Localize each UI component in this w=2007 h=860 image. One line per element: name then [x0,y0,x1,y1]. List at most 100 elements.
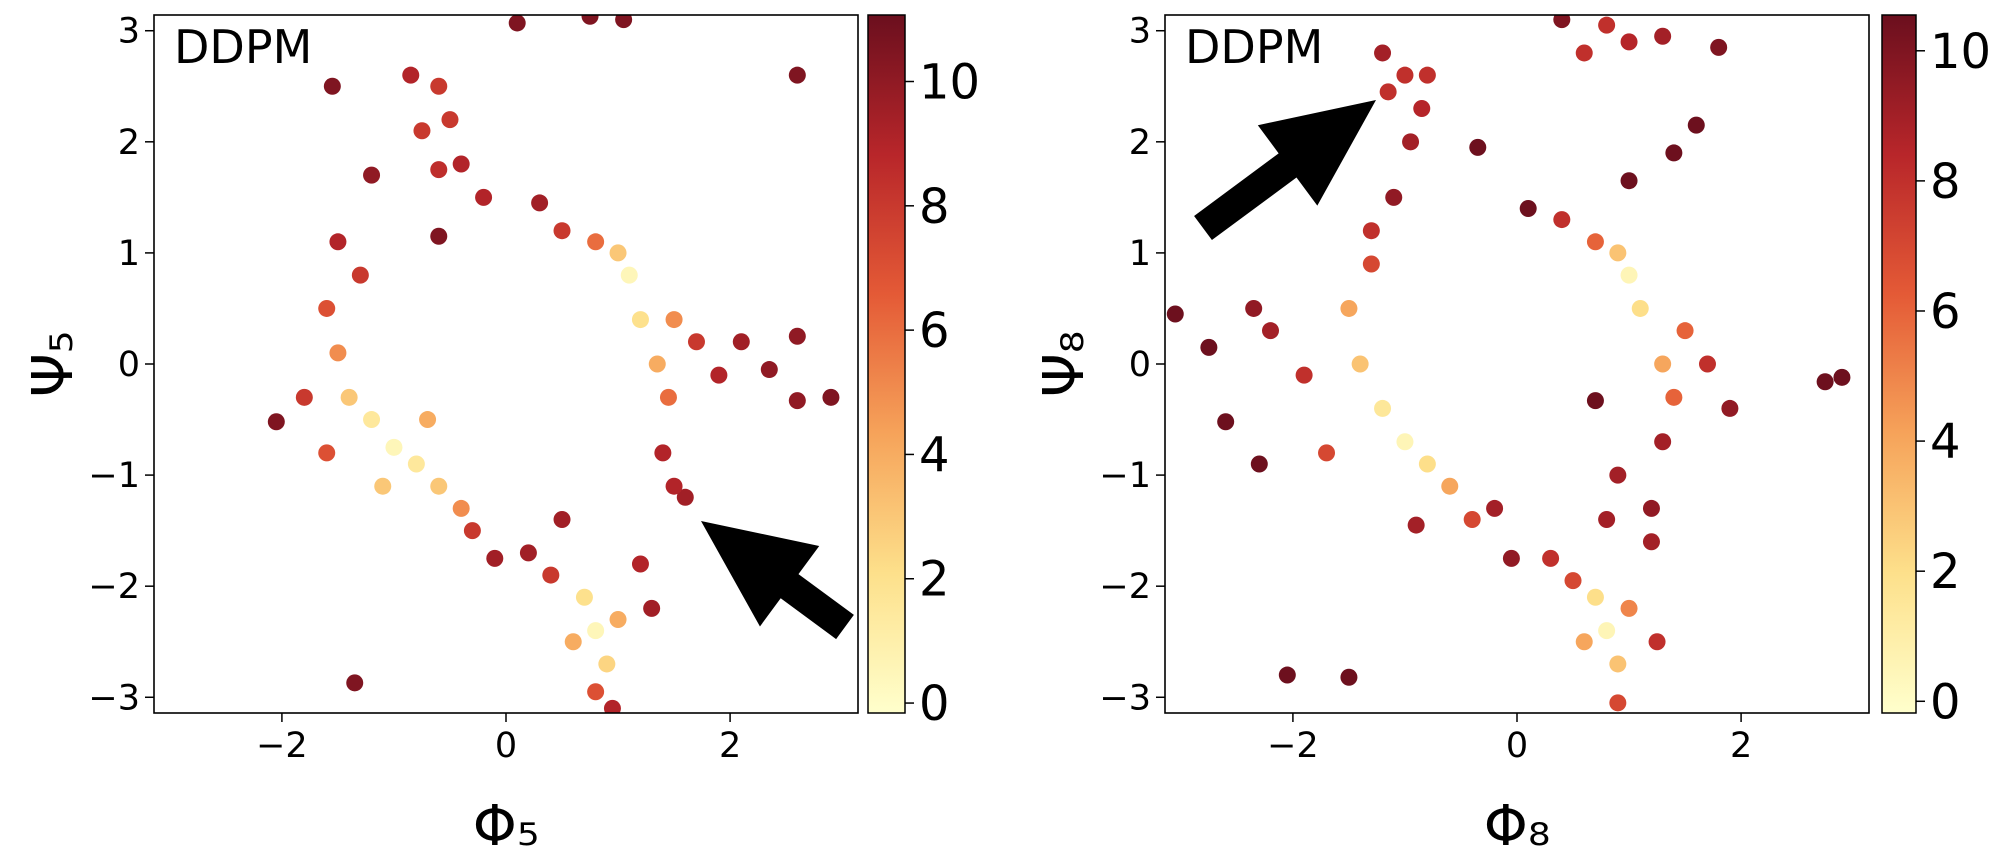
point [1665,388,1683,406]
point [1710,38,1728,56]
point [1833,368,1851,386]
point [1374,44,1392,62]
point [441,111,459,129]
y-tick-label: −2 [88,567,140,607]
x-tick-label: 2 [1730,726,1752,766]
point [1598,16,1616,34]
y-tick-label: −1 [1099,456,1151,496]
axes-frame [1164,14,1870,714]
point [340,388,358,406]
point [1654,27,1672,45]
point [407,455,425,473]
colorbar-tick-label: 8 [919,179,950,235]
point [531,194,549,212]
x-tick-label: −2 [1267,726,1319,766]
point [1648,633,1666,651]
point [1362,255,1380,273]
point [1620,266,1638,284]
point [1609,244,1627,262]
colorbar-tick-label: 2 [919,552,950,608]
point [648,355,666,373]
point [615,15,633,29]
point [553,511,571,529]
point [564,633,582,651]
point [1620,33,1638,51]
point [318,444,336,462]
point [475,188,493,206]
point [329,233,347,251]
point [710,366,728,384]
colorbar-tick-label: 0 [919,676,950,732]
point [659,388,677,406]
point [486,549,504,567]
point [665,311,683,329]
point [1586,233,1604,251]
point [508,15,526,32]
point [609,244,627,262]
point [1379,83,1397,101]
point [1654,355,1672,373]
point [1598,622,1616,640]
point [1586,392,1604,410]
point [1642,533,1660,551]
x-axis-label: Φ₅ [473,794,540,859]
point [587,622,605,640]
point [419,411,437,429]
colorbar-tick-label: 4 [1930,414,1961,470]
point [581,15,599,25]
point [1396,66,1414,84]
point [1502,549,1520,567]
point [1402,133,1420,151]
point [1166,305,1184,323]
point [346,674,364,692]
colorbar-tick-label: 0 [1930,674,1961,730]
point [788,392,806,410]
point [587,683,605,701]
point [1374,399,1392,417]
point [1262,322,1280,340]
point [1418,455,1436,473]
colorbar-tick-label: 10 [1930,24,1991,80]
colorbar-tick-label: 6 [1930,284,1961,340]
point [1295,366,1313,384]
y-tick-label: −2 [1099,567,1151,607]
x-tick-label: 0 [495,726,517,766]
point [430,227,448,245]
point [542,566,560,584]
point [1665,144,1683,162]
point [598,655,616,673]
colorbar-tick-label: 2 [1930,544,1961,600]
point [430,161,448,179]
point [452,155,470,173]
point [430,77,448,95]
point [609,611,627,629]
point [1413,99,1431,117]
y-axis-label: Ψ₅ [21,331,86,398]
point [631,311,649,329]
point [1564,572,1582,590]
point [1553,15,1571,29]
point [1278,666,1296,684]
arrow [1194,100,1376,241]
point [413,122,431,140]
point [732,333,750,351]
annotation: DDPM [1185,20,1323,74]
point [1620,172,1638,190]
y-tick-label: −3 [1099,678,1151,718]
point [329,344,347,362]
point [452,499,470,517]
point [1553,211,1571,229]
point [1245,299,1263,317]
colorbar-tick-label: 10 [919,55,980,111]
point [1469,138,1487,156]
point [1407,516,1425,534]
y-tick-label: 2 [118,123,140,163]
point [1620,599,1638,617]
point [665,477,683,495]
colorbar [867,14,906,714]
point [620,266,638,284]
point [553,222,571,240]
y-tick-label: 1 [1129,234,1151,274]
points [267,15,840,713]
